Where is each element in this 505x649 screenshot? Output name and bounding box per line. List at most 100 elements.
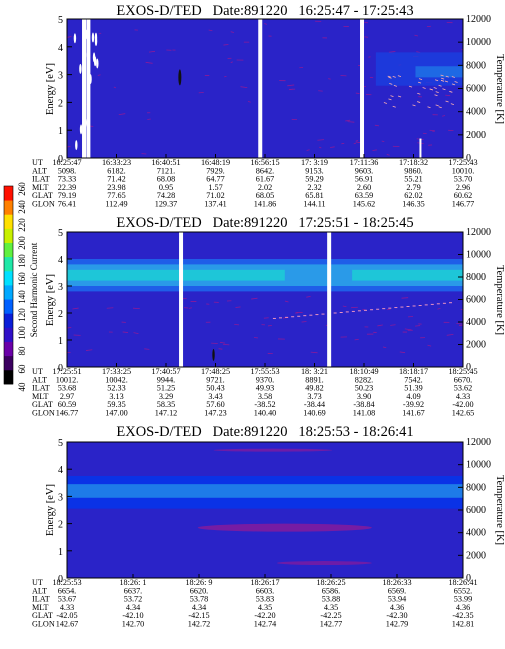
y-tick-label: 0 [58, 154, 63, 165]
colorbar-tick-label: 60 [17, 364, 27, 374]
spectrogram-feature [97, 74, 101, 76]
y2-tick-label: 2000 [466, 130, 486, 141]
spectrogram-feature [449, 90, 453, 93]
spectrogram-feature [445, 100, 449, 103]
table-cell: 4.34 [192, 603, 206, 612]
spectrogram-feature [219, 341, 226, 344]
table-cell: 4.36 [390, 603, 404, 612]
panel-1-y2label: Temperature [K] [494, 54, 505, 124]
panel-2-axes: 0 1 2 3 4 5 0 2000 4000 6000 8000 10000 12000 [58, 227, 491, 374]
spectrogram-feature [345, 119, 351, 122]
table-cell: 22.39 [58, 183, 76, 192]
table-cell: 58.35 [157, 400, 175, 409]
table-row-label: UT [32, 367, 43, 376]
table-cell: 3.29 [159, 392, 173, 401]
table-cell: 141.86 [254, 200, 277, 209]
table-cell: 18:25:45 [448, 367, 477, 376]
panel-3-ylabel: Energy [eV] [45, 484, 56, 536]
y2-tick-label: 10000 [466, 460, 491, 471]
panel-3-title: EXOS-D/TED Date:891220 18:25:53 - 18:26:… [116, 424, 413, 440]
table-cell: 140.40 [254, 409, 277, 418]
data-gap [360, 19, 365, 158]
spectrogram-feature [408, 85, 413, 88]
y2-tick-label: 6000 [466, 84, 486, 95]
spectrogram-feature [438, 106, 442, 109]
panel-3-axes: 0 1 2 3 4 5 0 2000 4000 6000 8000 10000 12000 [58, 437, 491, 585]
y-tick-label: 4 [58, 255, 63, 266]
table-row-label: ALT [32, 375, 47, 384]
table-cell: 18: 3:21 [301, 367, 328, 376]
spectrogram-feature [392, 105, 396, 108]
table-cell: 142.70 [122, 620, 145, 629]
y2-tick-label: 12000 [466, 14, 491, 25]
table-cell: 60.62 [454, 191, 472, 200]
table-cell: 3.43 [208, 392, 222, 401]
spectrogram-feature [450, 103, 454, 105]
spectrogram-feature [458, 324, 463, 326]
panel-3-ephemeris-table: UT 18:25:53 18:26: 1 18:26: 9 18:26:17 18:26:… [32, 578, 478, 629]
spectrogram-feature [208, 29, 213, 32]
spectrogram-feature [264, 23, 267, 25]
spectrogram-feature [415, 325, 421, 327]
spectrogram-feature [240, 86, 248, 89]
colorbar: 40 60 80 100 120 140 160 180 200 220 240 260 Second… [3, 182, 39, 392]
colorbar-swatch [4, 369, 13, 385]
table-cell: 16:48:19 [201, 158, 230, 167]
table-cell: 59.29 [305, 175, 323, 184]
spectrogram-feature [382, 346, 387, 349]
spectrogram-feature [435, 91, 439, 94]
table-cell: 77.65 [107, 191, 125, 200]
table-cell: 146.35 [402, 200, 425, 209]
spectrogram-feature [224, 75, 227, 78]
table-cell: 53.67 [58, 595, 76, 604]
y2-tick-label: 8000 [466, 272, 486, 283]
panel-3: EXOS-D/TED Date:891220 18:25:53 - 18:26:… [32, 424, 505, 629]
spectrogram-feature [416, 51, 421, 53]
spectrogram-feature [427, 344, 432, 347]
table-cell: 18:10:49 [349, 367, 378, 376]
colorbar-swatch [4, 270, 13, 286]
table-cell: 147.00 [105, 409, 128, 418]
spectrogram-feature [72, 307, 79, 310]
spectrogram-feature [418, 78, 423, 81]
colorbar-swatch [4, 214, 13, 229]
table-cell: 4.36 [456, 603, 470, 612]
spectrogram-feature [393, 84, 398, 87]
y2-tick-label: 4000 [466, 107, 486, 118]
table-cell: 9153. [305, 166, 323, 175]
spectrogram-feature [342, 305, 347, 308]
spectrogram-feature [444, 80, 449, 83]
table-cell: 6670. [454, 375, 472, 384]
spectrogram-feature [67, 35, 72, 38]
spectrogram-feature [284, 300, 289, 303]
table-cell: 9944. [157, 375, 175, 384]
spectrogram-feature [429, 88, 433, 91]
spectrogram-feature [98, 32, 102, 35]
spectrogram-feature [434, 94, 438, 97]
table-cell: 17:40:57 [151, 367, 180, 376]
y-tick-label: 3 [58, 282, 63, 293]
spectrogram-feature [417, 92, 421, 95]
spectrogram-feature [446, 333, 454, 336]
table-row-label: ILAT [32, 595, 50, 604]
table-cell: 9603. [355, 166, 373, 175]
table-cell: 142.81 [452, 620, 475, 629]
spectrogram-feature [301, 321, 307, 323]
y2-tick-label: 12000 [466, 227, 491, 238]
spectrogram-feature [442, 88, 446, 91]
spectrogram-feature [251, 297, 258, 300]
spectrogram-feature [441, 77, 445, 80]
spectrogram-feature [388, 76, 392, 79]
table-cell: 10042. [105, 375, 128, 384]
table-cell: 9370. [256, 375, 274, 384]
table-cell: 16:25:47 [52, 158, 81, 167]
table-cell: 2.32 [307, 183, 321, 192]
table-cell: 18:26:25 [316, 578, 345, 587]
table-cell: 17:25:43 [448, 158, 477, 167]
table-cell: 6637. [124, 586, 142, 595]
spectrogram-feature [442, 115, 446, 117]
spectrogram-feature [230, 31, 235, 33]
table-cell: 146.77 [452, 200, 475, 209]
spectrogram-feature [390, 95, 394, 97]
table-cell: 65.81 [305, 191, 323, 200]
